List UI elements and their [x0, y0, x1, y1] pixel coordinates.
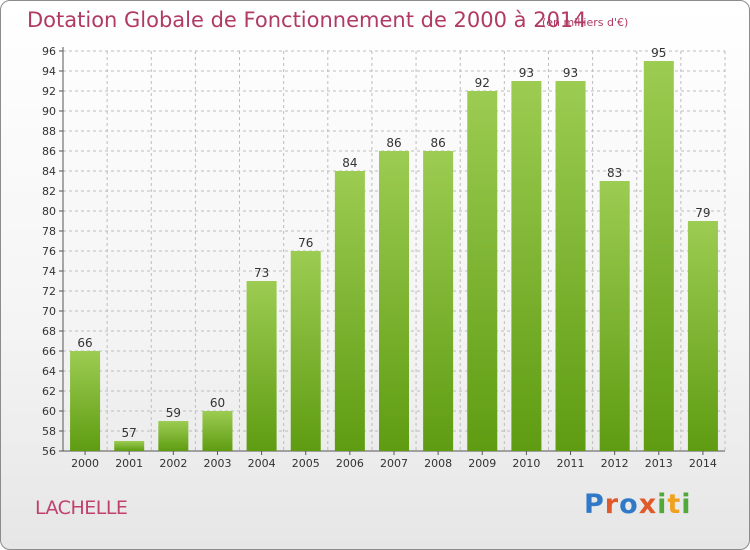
x-tick-label-2011: 2011 — [557, 457, 585, 470]
bar-2005 — [290, 251, 321, 451]
x-tick-label-2012: 2012 — [601, 457, 629, 470]
bar-2011 — [555, 81, 586, 451]
y-tick-label: 84 — [42, 165, 56, 178]
data-label-2010: 93 — [519, 66, 534, 80]
y-tick-label: 58 — [42, 425, 56, 438]
data-label-2012: 83 — [607, 166, 622, 180]
bar-2009 — [467, 91, 498, 451]
y-tick-label: 82 — [42, 185, 56, 198]
x-tick-label-2005: 2005 — [292, 457, 320, 470]
data-label-2009: 92 — [475, 76, 490, 90]
bar-2003 — [202, 411, 233, 451]
y-tick-label: 66 — [42, 345, 56, 358]
x-tick-label-2004: 2004 — [248, 457, 276, 470]
data-label-2013: 95 — [651, 46, 666, 60]
bar-2006 — [334, 171, 365, 451]
bar-2014 — [687, 221, 718, 451]
chart-subtitle: (en milliers d'€) — [542, 16, 629, 29]
data-label-2011: 93 — [563, 66, 578, 80]
x-tick-label-2010: 2010 — [512, 457, 540, 470]
x-tick-label-2006: 2006 — [336, 457, 364, 470]
data-label-2004: 73 — [254, 266, 269, 280]
y-tick-label: 68 — [42, 325, 56, 338]
bar-2001 — [114, 441, 145, 451]
bar-2002 — [158, 421, 189, 451]
data-label-2001: 57 — [122, 426, 137, 440]
data-label-2005: 76 — [298, 236, 313, 250]
commune-name: LACHELLE — [35, 497, 128, 519]
y-tick-label: 86 — [42, 145, 56, 158]
bar-2004 — [246, 281, 277, 451]
x-tick-label-2008: 2008 — [424, 457, 452, 470]
data-label-2003: 60 — [210, 396, 225, 410]
y-tick-label: 62 — [42, 385, 56, 398]
y-tick-label: 72 — [42, 285, 56, 298]
bar-2008 — [423, 151, 454, 451]
data-label-2000: 66 — [77, 336, 92, 350]
bar-2013 — [643, 61, 674, 451]
chart-title: Dotation Globale de Fonctionnement de 20… — [27, 8, 587, 32]
y-tick-label: 56 — [42, 445, 56, 458]
labels: 56 58 60 62 64 66 68 70 72 74 76 78 80 82 84 86 88 90 92 94… — [42, 45, 717, 470]
y-tick-label: 90 — [42, 105, 56, 118]
bars — [70, 61, 718, 451]
y-tick-label: 88 — [42, 125, 56, 138]
proxiti-logo: Proxiti — [584, 489, 692, 520]
bar-2000 — [70, 351, 101, 451]
data-label-2002: 59 — [166, 406, 181, 420]
x-tick-label-2013: 2013 — [645, 457, 673, 470]
y-tick-label: 94 — [42, 65, 56, 78]
y-tick-label: 64 — [42, 365, 56, 378]
data-label-2006: 84 — [342, 156, 357, 170]
y-tick-label: 92 — [42, 85, 56, 98]
y-tick-label: 76 — [42, 245, 56, 258]
y-tick-label: 74 — [42, 265, 56, 278]
y-tick-label: 78 — [42, 225, 56, 238]
bar-2012 — [599, 181, 630, 451]
y-tick-label: 96 — [42, 45, 56, 58]
bar-2010 — [511, 81, 542, 451]
data-label-2007: 86 — [386, 136, 401, 150]
x-tick-label-2000: 2000 — [71, 457, 99, 470]
bar-2007 — [378, 151, 410, 451]
data-label-2014: 79 — [695, 206, 710, 220]
y-tick-label: 70 — [42, 305, 56, 318]
x-tick-label-2001: 2001 — [115, 457, 143, 470]
x-tick-label-2009: 2009 — [468, 457, 496, 470]
x-tick-label-2003: 2003 — [203, 457, 231, 470]
y-tick-label: 80 — [42, 205, 56, 218]
data-label-2008: 86 — [430, 136, 445, 150]
x-tick-label-2002: 2002 — [159, 457, 187, 470]
x-tick-label-2007: 2007 — [380, 457, 408, 470]
y-tick-label: 60 — [42, 405, 56, 418]
x-tick-label-2014: 2014 — [689, 457, 717, 470]
